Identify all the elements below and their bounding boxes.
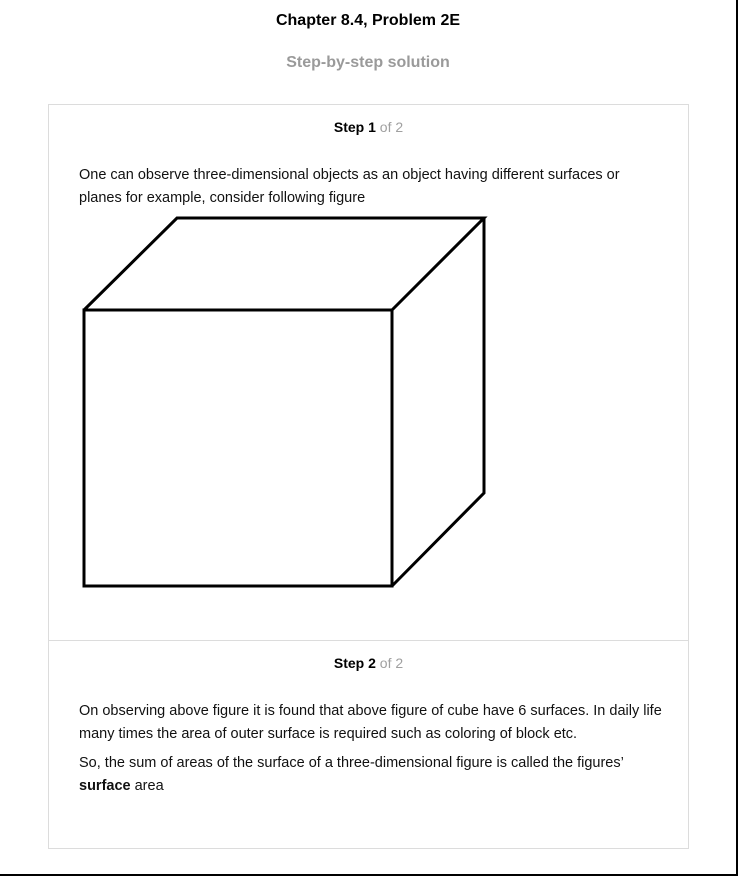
- step-2-of: of 2: [379, 655, 404, 671]
- step-1-of: of 2: [379, 119, 404, 135]
- step-1-label: Step: [333, 119, 365, 135]
- step-2-paragraph-2: So, the sum of areas of the surface of a…: [79, 752, 663, 797]
- cube-front-face: [82, 308, 394, 588]
- page-subtitle: Step-by-step solution: [286, 54, 450, 71]
- step-2-paragraph-1: On observing above figure it is found th…: [79, 703, 662, 742]
- step-1-text: One can observe three-dimensional object…: [79, 167, 620, 206]
- cube-figure: [82, 216, 488, 588]
- solution-card: Step 1 of 2 One can observe three-dimens…: [48, 104, 689, 849]
- step-1-header: Step 1 of 2: [49, 119, 688, 135]
- step-2-label: Step: [333, 655, 365, 671]
- page-title: Chapter 8.4, Problem 2E: [275, 12, 461, 29]
- step-2-number: 2: [368, 655, 376, 671]
- surface-term: surface: [79, 777, 131, 794]
- step-1-number: 1: [368, 119, 376, 135]
- step-2-header: Step 2 of 2: [49, 655, 688, 671]
- page-frame-right: [736, 0, 738, 876]
- step-divider: [49, 640, 688, 641]
- cube-top-face: [82, 216, 488, 312]
- step-2-paragraph-2-suffix: area: [130, 777, 164, 794]
- cube-side-face: [390, 218, 486, 588]
- page-frame-bottom: [0, 874, 738, 876]
- step-2-paragraph-2-prefix: So, the sum of areas of the surface of a…: [79, 755, 624, 771]
